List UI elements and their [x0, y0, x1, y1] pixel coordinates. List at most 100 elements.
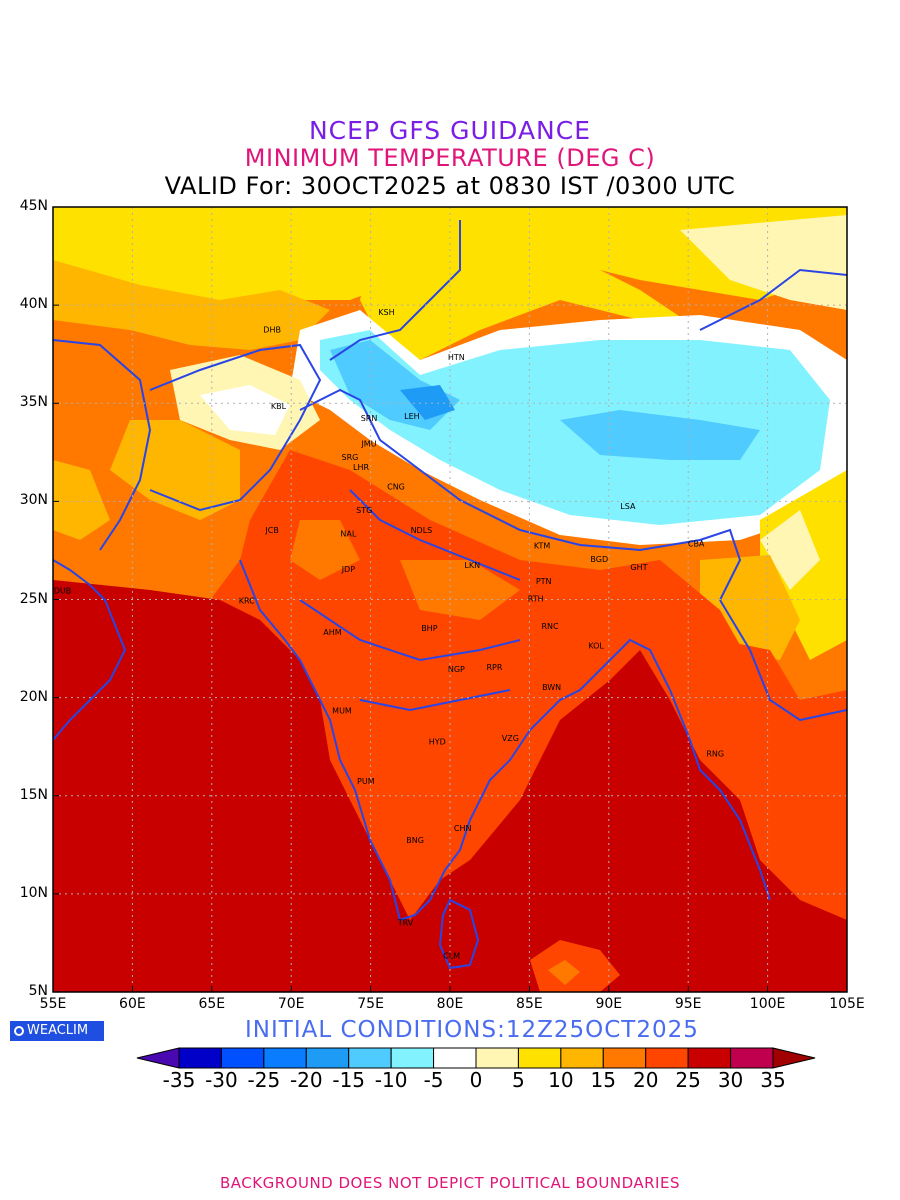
- city-label-ahm: AHM: [323, 628, 341, 637]
- lon-label: 70E: [277, 996, 305, 1012]
- lat-label: 40N: [19, 296, 48, 313]
- india-interior-1: [349, 489, 521, 581]
- city-label-bgd: BGD: [590, 555, 608, 564]
- colorbar-swatch: [475, 1047, 519, 1069]
- india-coastline: [239, 559, 771, 922]
- colorbar-tick-label: -25: [247, 1068, 281, 1092]
- lon-label: 80E: [436, 996, 464, 1012]
- himalaya-boundary: [299, 388, 742, 601]
- city-label-mum: MUM: [332, 706, 352, 715]
- colorbar-swatch: [687, 1047, 732, 1069]
- lat-label: 30N: [19, 492, 48, 509]
- city-label-jmu: JMU: [360, 439, 376, 448]
- colorbar-swatch: [602, 1047, 647, 1069]
- city-label-ktm: KTM: [534, 541, 551, 550]
- colorbar-swatch: [348, 1047, 392, 1069]
- title-line-3: VALID For: 30OCT2025 at 0830 IST /0300 U…: [164, 172, 736, 200]
- colorbar-tick-label: 25: [675, 1068, 701, 1092]
- city-label-cba: CBA: [688, 540, 705, 549]
- colorbar-swatch: [517, 1047, 562, 1069]
- city-label-ght: GHT: [630, 563, 647, 572]
- field-pale-ne: [680, 215, 847, 310]
- colorbar-tick-label: -15: [332, 1068, 366, 1092]
- colorbar-tick-label: -35: [162, 1068, 196, 1092]
- colorbar-swatch: [390, 1047, 435, 1069]
- city-label-nal: NAL: [340, 530, 356, 539]
- colorbar-swatch: [560, 1047, 604, 1069]
- city-label-ptn: PTN: [536, 577, 552, 586]
- city-label-dhb: DHB: [263, 326, 281, 335]
- city-label-htn: HTN: [448, 353, 465, 362]
- logo-text: WEACLIM: [27, 1023, 89, 1038]
- city-label-dub: DUB: [54, 587, 72, 596]
- lon-label: 90E: [595, 996, 623, 1012]
- city-label-lsa: LSA: [620, 502, 636, 511]
- tibet-boundary: [329, 220, 461, 361]
- city-label-vzg: VZG: [502, 734, 519, 743]
- city-label-jdp: JDP: [341, 565, 356, 574]
- city-label-ngp: NGP: [448, 665, 465, 674]
- city-label-kbl: KBL: [271, 402, 287, 411]
- city-label-pum: PUM: [357, 777, 375, 786]
- lat-label: 15N: [19, 786, 48, 803]
- lon-label: 85E: [516, 996, 543, 1012]
- field-west-yellow: [110, 420, 240, 520]
- colorbar-tick-label: 15: [590, 1068, 617, 1092]
- city-label-cng: CNG: [387, 483, 405, 492]
- graticule: [53, 207, 847, 992]
- lat-label: 45N: [19, 198, 48, 214]
- city-label-kol: KOL: [588, 642, 604, 651]
- initial-conditions: INITIAL CONDITIONS:12Z25OCT2025: [245, 1017, 699, 1043]
- india-interior-3: [359, 689, 511, 712]
- lat-label: 25N: [19, 590, 48, 607]
- city-label-hyd: HYD: [429, 738, 446, 747]
- city-label-ksh: KSH: [378, 308, 394, 317]
- map-fields: [53, 207, 847, 992]
- field-sea-darkred: [53, 580, 847, 992]
- colorbar-tick-label: -10: [374, 1068, 408, 1092]
- city-label-bwn: BWN: [542, 683, 561, 692]
- field-india-orange-patch: [400, 560, 520, 620]
- field-india-orange-patch-2: [290, 520, 360, 580]
- city-label-lkn: LKN: [464, 561, 480, 570]
- srilanka-coast: [438, 898, 480, 970]
- city-label-bhp: BHP: [421, 624, 438, 633]
- field-sea-orange-patch-2: [548, 960, 580, 985]
- myanmar-boundary: [719, 599, 847, 722]
- city-label-trv: TRV: [397, 918, 414, 927]
- lon-label: 105E: [829, 996, 865, 1012]
- field-tibet-blue-3: [400, 385, 455, 420]
- lat-label: 35N: [19, 394, 48, 411]
- lon-label: 55E: [39, 996, 67, 1012]
- lon-label: 95E: [674, 996, 702, 1012]
- colorbar-swatch: [263, 1047, 307, 1069]
- colorbar-tick-label: -20: [289, 1068, 323, 1092]
- arabia-coast: [53, 559, 127, 741]
- city-label-srn: SRN: [361, 414, 378, 423]
- city-label-rnc: RNC: [541, 622, 559, 631]
- city-label-leh: LEH: [404, 412, 420, 421]
- title-line-1: NCEP GFS GUIDANCE: [308, 116, 591, 145]
- afghan-boundary: [149, 343, 322, 512]
- lat-label: 10N: [19, 884, 48, 901]
- weaclim-logo: WEACLIM: [10, 1021, 104, 1041]
- colorbar-max-arrow: [772, 1047, 816, 1069]
- colorbar-tick-label: 20: [632, 1068, 659, 1092]
- field-tibet-blue-2: [560, 410, 760, 460]
- colorbar-tick-label: -30: [205, 1068, 238, 1092]
- lat-label: 20N: [19, 688, 48, 705]
- colorbar-tick-label: 30: [717, 1068, 744, 1092]
- lon-label: 65E: [198, 996, 226, 1012]
- colorbar-swatch: [305, 1047, 350, 1069]
- footer-disclaimer: BACKGROUND DOES NOT DEPICT POLITICAL BOU…: [220, 1174, 680, 1192]
- field-sea-orange-patch: [530, 940, 620, 992]
- colorbar-swatch: [433, 1047, 477, 1069]
- india-interior-2: [299, 599, 521, 662]
- colorbar-tick-label: 35: [760, 1068, 786, 1092]
- city-label-stg: STG: [356, 506, 372, 515]
- coastlines: [53, 220, 847, 970]
- colorbar-tick-label: 5: [512, 1068, 525, 1092]
- city-label-lhr: LHR: [353, 463, 369, 472]
